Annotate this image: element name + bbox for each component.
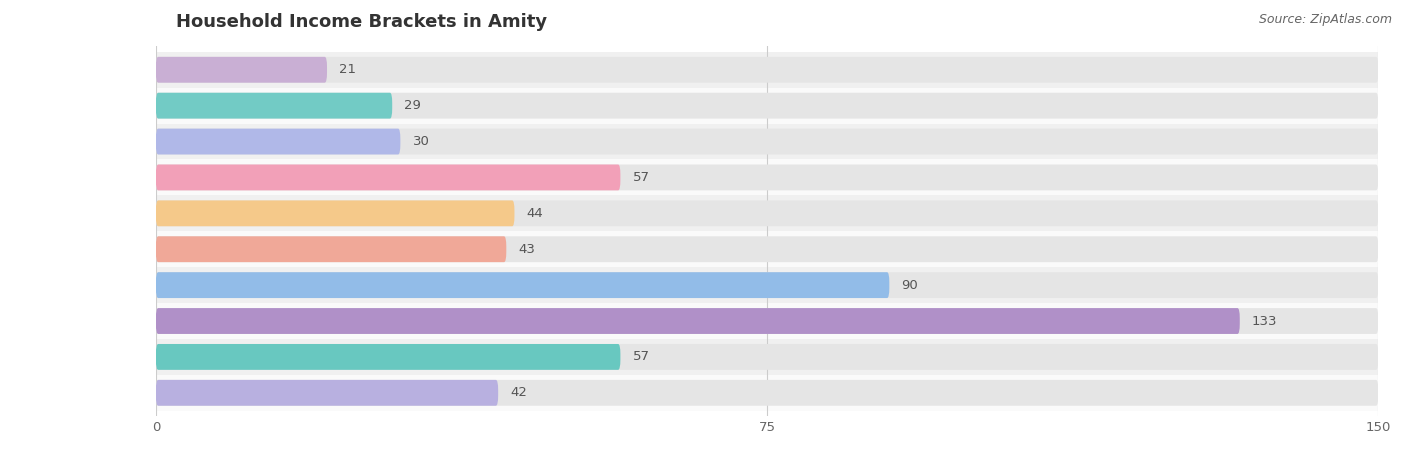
FancyBboxPatch shape [156,308,1240,334]
FancyBboxPatch shape [156,308,1378,334]
Bar [156,52,1378,88]
FancyBboxPatch shape [17,97,153,117]
Text: 30: 30 [412,135,429,148]
Text: 44: 44 [527,207,544,220]
FancyBboxPatch shape [156,57,1378,83]
FancyBboxPatch shape [17,277,153,296]
Text: Household Income Brackets in Amity: Household Income Brackets in Amity [176,13,547,31]
Text: 133: 133 [1251,314,1278,327]
Bar [156,375,1378,411]
Bar [156,123,1378,159]
Text: 57: 57 [633,171,650,184]
FancyBboxPatch shape [17,205,153,224]
Bar [156,339,1378,375]
FancyBboxPatch shape [156,57,328,83]
FancyBboxPatch shape [156,128,1378,154]
FancyBboxPatch shape [156,236,1378,262]
FancyBboxPatch shape [156,272,890,298]
Text: 57: 57 [633,350,650,363]
Bar [156,88,1378,123]
FancyBboxPatch shape [17,169,153,189]
Text: 21: 21 [339,63,356,76]
FancyBboxPatch shape [156,164,1378,190]
FancyBboxPatch shape [156,164,620,190]
FancyBboxPatch shape [156,128,401,154]
FancyBboxPatch shape [156,236,506,262]
Text: 42: 42 [510,386,527,399]
FancyBboxPatch shape [56,385,153,404]
Text: Source: ZipAtlas.com: Source: ZipAtlas.com [1258,13,1392,26]
FancyBboxPatch shape [17,241,153,260]
Text: 90: 90 [901,279,918,292]
Bar [156,303,1378,339]
FancyBboxPatch shape [3,62,153,80]
Text: 29: 29 [405,99,422,112]
FancyBboxPatch shape [156,93,1378,119]
FancyBboxPatch shape [156,200,515,226]
Bar [156,159,1378,195]
FancyBboxPatch shape [156,380,1378,406]
FancyBboxPatch shape [0,349,153,368]
Bar [156,195,1378,231]
FancyBboxPatch shape [156,344,1378,370]
FancyBboxPatch shape [156,272,1378,298]
Bar [156,231,1378,267]
Text: 43: 43 [519,243,536,256]
FancyBboxPatch shape [156,380,498,406]
Bar [156,267,1378,303]
FancyBboxPatch shape [17,133,153,153]
FancyBboxPatch shape [156,200,1378,226]
FancyBboxPatch shape [156,93,392,119]
FancyBboxPatch shape [0,313,153,332]
FancyBboxPatch shape [156,344,620,370]
